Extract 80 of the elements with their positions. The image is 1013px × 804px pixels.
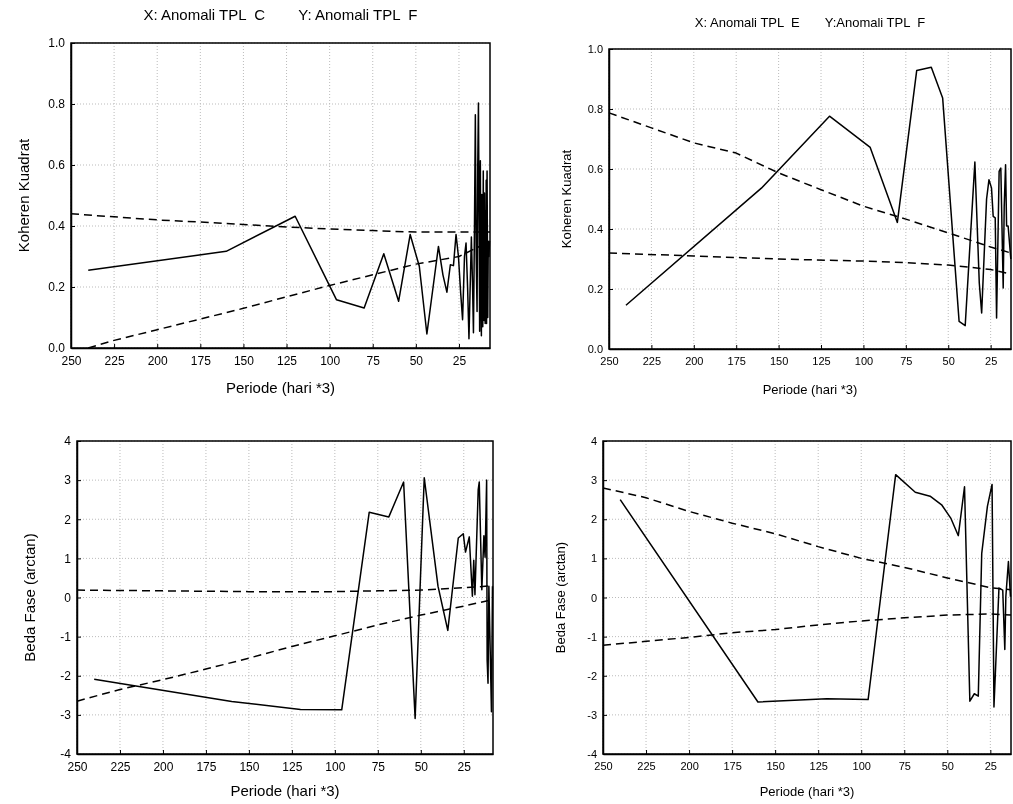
- x-tick-label: 175: [196, 759, 217, 774]
- y-tick-label: 0: [590, 591, 597, 604]
- y-tick-label: 0.4: [48, 219, 66, 234]
- chart-title: X: Anomali TPL E Y:Anomali TPL F: [694, 15, 926, 30]
- chart-title: X: Anomali TPL C Y: Anomali TPL F: [143, 6, 418, 23]
- x-tick-label: 175: [727, 354, 746, 367]
- x-tick-label: 25: [452, 353, 467, 368]
- x-tick-label: 250: [594, 759, 613, 772]
- x-tick-label: 225: [642, 354, 662, 367]
- y-tick-label: -4: [60, 747, 72, 762]
- x-tick-label: 25: [985, 354, 998, 367]
- x-tick-label: 50: [941, 759, 954, 772]
- x-axis-title: Periode (hari *3): [759, 784, 855, 799]
- y-tick-label: -2: [60, 669, 72, 684]
- x-tick-label: 150: [769, 354, 789, 367]
- x-tick-label: 125: [809, 759, 828, 772]
- x-tick-label: 75: [898, 759, 911, 772]
- y-tick-label: -2: [587, 669, 597, 682]
- x-tick-label: 150: [233, 353, 255, 368]
- x-tick-label: 225: [104, 353, 125, 368]
- x-axis-title: Periode (hari *3): [230, 782, 340, 799]
- x-tick-label: 125: [812, 354, 831, 367]
- y-tick-label: 0: [64, 590, 72, 605]
- y-tick-label: 0.8: [48, 97, 66, 112]
- y-tick-label: 3: [590, 474, 597, 487]
- y-tick-label: 2: [590, 513, 597, 526]
- y-axis-title: Koheren Kuadrat: [559, 149, 574, 249]
- x-tick-label: 200: [685, 354, 704, 367]
- x-tick-label: 25: [984, 759, 997, 772]
- x-tick-label: 125: [277, 353, 298, 368]
- x-tick-label: 100: [325, 759, 346, 774]
- y-tick-label: 0.2: [48, 280, 66, 295]
- y-tick-label: 1: [590, 552, 597, 565]
- x-tick-label: 75: [366, 353, 381, 368]
- y-tick-label: 2: [64, 512, 72, 527]
- x-axis-title: Periode (hari *3): [762, 382, 858, 397]
- x-tick-label: 75: [900, 354, 913, 367]
- y-tick-label: -4: [587, 748, 597, 761]
- x-tick-label: 100: [320, 353, 341, 368]
- x-tick-label: 50: [942, 354, 955, 367]
- y-tick-label: 0.4: [587, 223, 603, 236]
- x-tick-label: 250: [600, 354, 619, 367]
- x-tick-label: 100: [852, 759, 871, 772]
- y-tick-label: 1: [64, 551, 72, 566]
- x-tick-label: 25: [457, 759, 472, 774]
- x-tick-label: 75: [371, 759, 386, 774]
- x-tick-label: 100: [854, 354, 874, 367]
- x-tick-label: 125: [282, 759, 303, 774]
- y-axis-title: Beda Fase (arctan): [21, 533, 38, 662]
- x-tick-label: 250: [61, 353, 82, 368]
- x-tick-label: 50: [414, 759, 429, 774]
- x-tick-label: 250: [67, 759, 88, 774]
- y-tick-label: 1.0: [48, 36, 66, 51]
- y-tick-label: -1: [60, 629, 72, 644]
- y-tick-label: -1: [587, 630, 597, 643]
- y-tick-label: 0.6: [48, 158, 66, 173]
- y-tick-label: 0.2: [587, 283, 603, 296]
- x-tick-label: 200: [147, 353, 169, 368]
- x-axis-title: Periode (hari *3): [225, 379, 336, 396]
- y-tick-label: 4: [590, 435, 597, 448]
- y-tick-label: 0.0: [587, 343, 603, 356]
- y-tick-label: 0.6: [587, 163, 603, 176]
- x-tick-label: 150: [239, 759, 260, 774]
- x-tick-label: 50: [409, 353, 424, 368]
- x-tick-label: 175: [190, 353, 212, 368]
- y-tick-label: -3: [587, 708, 597, 721]
- y-axis-title: Koheren Kuadrat: [15, 137, 32, 253]
- x-tick-label: 200: [153, 759, 174, 774]
- y-tick-label: -3: [60, 708, 72, 723]
- y-tick-label: 3: [64, 473, 72, 488]
- y-tick-label: 1.0: [587, 43, 603, 56]
- y-tick-label: 4: [64, 434, 72, 449]
- x-tick-label: 225: [637, 759, 656, 772]
- y-tick-label: 0.0: [48, 341, 66, 356]
- x-tick-label: 225: [110, 759, 131, 774]
- x-tick-label: 200: [680, 759, 699, 772]
- y-tick-label: 0.8: [587, 103, 603, 116]
- x-tick-label: 175: [723, 759, 742, 772]
- y-axis-title: Beda Fase (arctan): [553, 541, 568, 654]
- x-tick-label: 150: [766, 759, 785, 772]
